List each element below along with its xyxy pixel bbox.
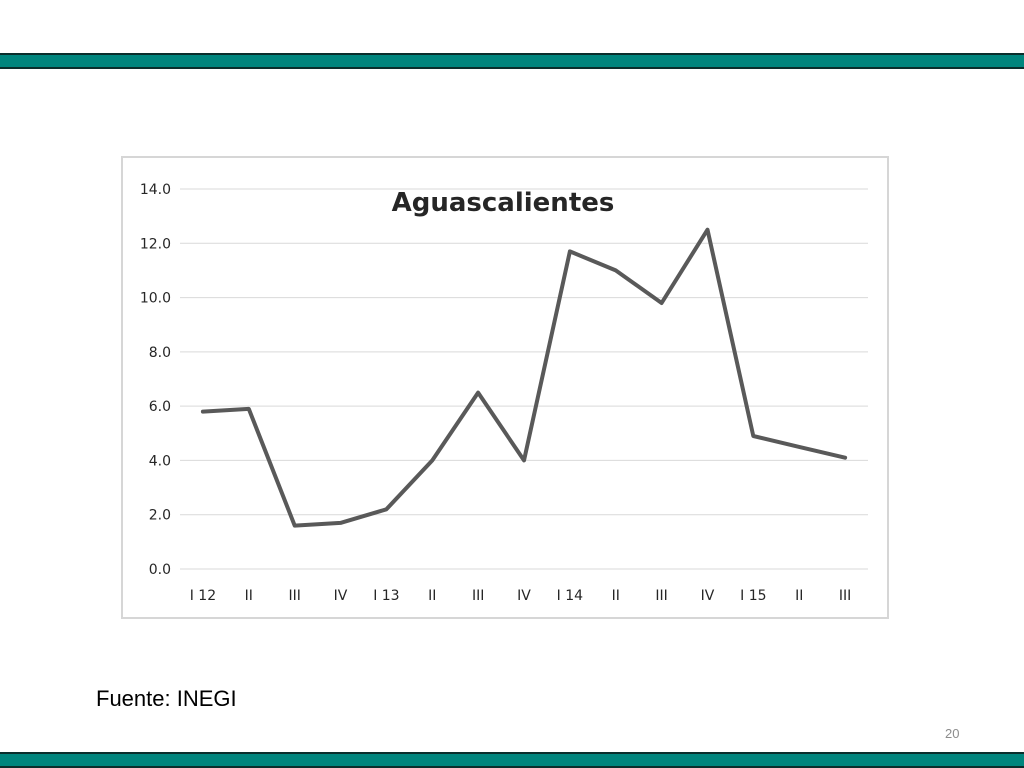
y-tick-label: 14.0 (140, 182, 171, 198)
x-tick-label: II (428, 588, 436, 604)
x-tick-label: II (795, 588, 803, 604)
x-tick-label: IV (517, 588, 531, 604)
x-tick-label: II (612, 588, 620, 604)
y-tick-label: 4.0 (149, 453, 171, 469)
source-note: Fuente: INEGI (96, 686, 237, 711)
x-tick-label: III (472, 588, 484, 604)
x-axis-tick-labels: I 12 II III IV I 13 II III IV I 14 II III IV I 15 II I… (190, 588, 852, 604)
line-chart: 0.02.04.06.08.010.012.014.0 I 12 II III IV I… (140, 182, 868, 604)
x-tick-label: III (655, 588, 667, 604)
chart-container: 0.0 2.0 4.0 6.0 8.0 10.0 12.0 14.0 I 12 II III IV I… (121, 156, 889, 619)
y-tick-label: 2.0 (149, 508, 171, 524)
chart-title: Aguascalientes (392, 188, 615, 218)
x-tick-label: III (839, 588, 851, 604)
y-tick-label: 12.0 (140, 236, 171, 252)
bottom-accent-band (0, 752, 1024, 768)
y-tick-label: 0.0 (149, 562, 171, 578)
x-tick-label: IV (701, 588, 715, 604)
x-tick-label: I 12 (190, 588, 216, 604)
x-tick-label: I 13 (373, 588, 399, 604)
x-tick-label: II (245, 588, 253, 604)
x-tick-label: I 15 (740, 588, 766, 604)
x-tick-label: IV (334, 588, 348, 604)
gridlines (180, 188, 868, 570)
x-tick-label: III (288, 588, 300, 604)
y-tick-label: 6.0 (149, 399, 171, 415)
x-tick-label: I 14 (557, 588, 583, 604)
top-accent-band (0, 53, 1024, 69)
series-line (200, 227, 848, 528)
y-tick-label: 10.0 (140, 291, 171, 307)
page-number: 20 (945, 726, 960, 741)
y-tick-label: 8.0 (149, 345, 171, 361)
y-axis-tick-labels: 0.0 2.0 4.0 6.0 8.0 10.0 12.0 14.0 (140, 182, 171, 578)
